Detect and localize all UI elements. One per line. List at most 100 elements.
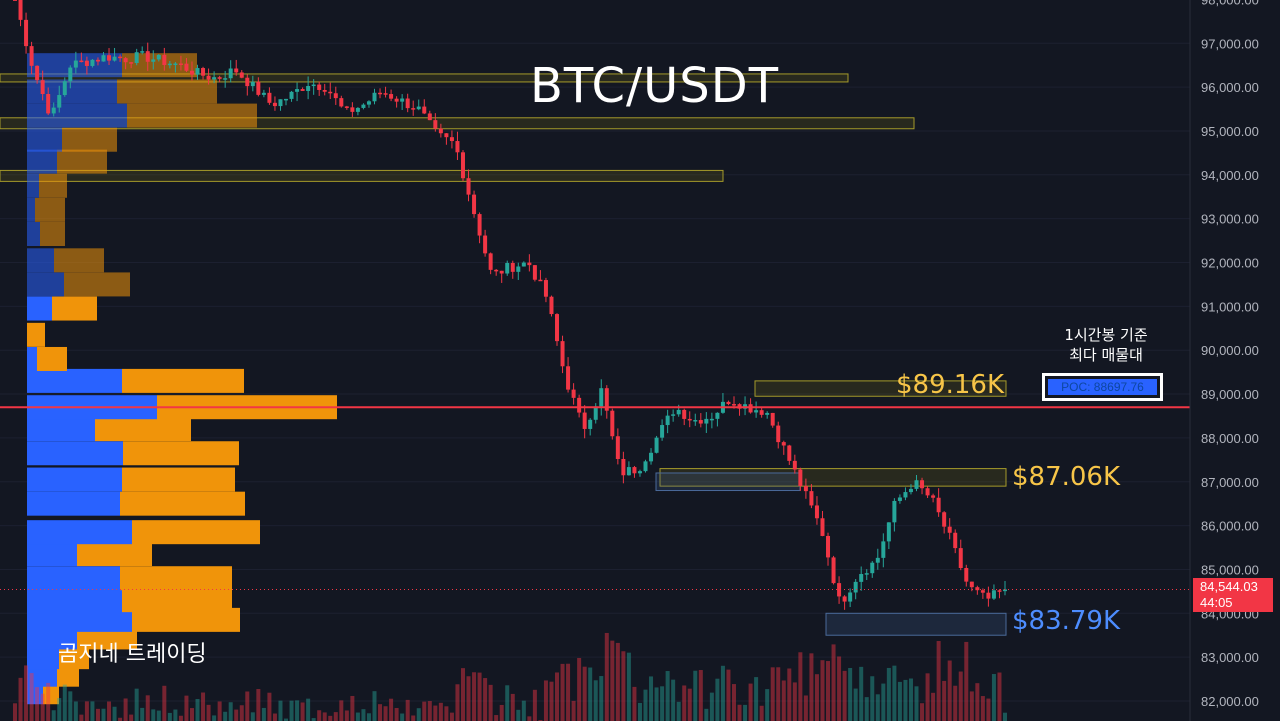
candle-body — [853, 581, 858, 593]
profile-sell-bar — [132, 520, 260, 545]
volume-bar — [40, 693, 45, 721]
candle-body — [649, 452, 654, 462]
price-axis[interactable]: 82,000.0083,000.0084,000.0085,000.0086,0… — [1189, 0, 1259, 721]
candle-body — [134, 52, 139, 63]
price-zone — [0, 73, 849, 83]
price-tick-label: 91,000.00 — [1201, 299, 1259, 314]
candle-body — [980, 590, 985, 593]
candle-body — [709, 418, 714, 421]
candle-body — [118, 56, 123, 59]
volume-bar — [245, 691, 250, 721]
volume-bar — [156, 710, 161, 721]
volume-bar — [577, 657, 582, 721]
volume-bar — [46, 682, 51, 721]
poc-label: POC: 88697.76 — [1048, 379, 1157, 395]
price-tick-label: 86,000.00 — [1201, 519, 1259, 534]
volume-bar — [770, 667, 775, 721]
volume-bar — [35, 687, 40, 721]
channel-watermark: 곰지네 트레이딩 — [58, 642, 207, 667]
profile-sell-bar — [27, 322, 45, 347]
candle-body — [643, 461, 648, 472]
volume-bar — [173, 709, 178, 721]
candle-body — [355, 107, 360, 112]
price-tick-label: 93,000.00 — [1201, 212, 1259, 227]
volume-bar — [322, 712, 327, 721]
volume-bar — [859, 666, 864, 721]
candle-body — [892, 500, 897, 523]
volume-bar — [212, 715, 217, 721]
volume-bar — [870, 676, 875, 721]
price-tick-label: 85,000.00 — [1201, 562, 1259, 577]
volume-bar — [881, 683, 886, 721]
volume-bar — [389, 698, 394, 721]
volume-bar — [643, 689, 648, 721]
candle-body — [715, 412, 720, 419]
candle-body — [903, 492, 908, 498]
volume-bar — [427, 701, 432, 721]
volume-bar — [455, 684, 460, 721]
candle-body — [781, 442, 786, 446]
volume-bar — [317, 710, 322, 721]
candle-body — [748, 404, 753, 413]
candle-body — [173, 63, 178, 65]
volume-bar — [920, 703, 925, 721]
volume-bar — [73, 701, 78, 721]
volume-bar — [814, 674, 819, 721]
price-zone — [825, 612, 1007, 636]
volume-bar — [400, 713, 405, 721]
volume-bar — [284, 718, 289, 721]
candle-body — [770, 412, 775, 426]
price-tick-label: 83,000.00 — [1201, 650, 1259, 665]
candle-body — [140, 51, 145, 53]
volume-bar — [826, 661, 831, 721]
candle-body — [958, 548, 963, 569]
volume-bar — [411, 715, 416, 721]
candle-body — [184, 63, 189, 71]
candle-body — [62, 81, 67, 96]
volume-bar — [665, 671, 670, 721]
candle-body — [449, 137, 454, 142]
profile-sell-bar — [122, 467, 235, 492]
candle-body — [167, 63, 172, 66]
candle-body — [505, 263, 510, 274]
volume-bar — [864, 697, 869, 721]
price-tick-label: 87,000.00 — [1201, 475, 1259, 490]
volume-bar — [709, 692, 714, 721]
candle-body — [549, 296, 554, 315]
volume-bar — [261, 707, 266, 721]
candle-body — [953, 532, 958, 549]
poc-label-box: POC: 88697.76 — [1042, 373, 1163, 401]
volume-bar — [24, 665, 29, 721]
candle-body — [809, 491, 814, 506]
candle-body — [46, 94, 51, 114]
price-tick-label: 82,000.00 — [1201, 694, 1259, 709]
candle-body — [543, 280, 548, 297]
volume-bar — [13, 703, 17, 721]
volume-bar — [731, 684, 736, 721]
volume-bar — [837, 656, 842, 721]
profile-buy-bar — [27, 346, 37, 371]
candle-body — [671, 414, 676, 416]
candle-body — [814, 505, 819, 519]
volume-bar — [676, 701, 681, 721]
profile-buy-bar — [27, 103, 127, 128]
volume-bar — [289, 700, 294, 721]
candle-body — [13, 0, 17, 1]
volume-bar — [820, 660, 825, 721]
volume-bar — [997, 672, 1002, 721]
candle-body — [107, 55, 112, 61]
candle-body — [145, 51, 150, 62]
candle-body — [820, 518, 825, 536]
profile-sell-bar — [64, 272, 130, 297]
volume-bar — [969, 691, 974, 721]
profile-buy-bar — [27, 248, 54, 273]
candle-body — [975, 587, 980, 591]
volume-bar — [472, 672, 477, 721]
volume-bar — [510, 693, 515, 721]
candle-body — [969, 581, 974, 588]
volume-bar — [521, 700, 526, 721]
profile-buy-bar — [27, 296, 52, 321]
candle-body — [90, 59, 95, 66]
profile-sell-bar — [122, 368, 244, 393]
